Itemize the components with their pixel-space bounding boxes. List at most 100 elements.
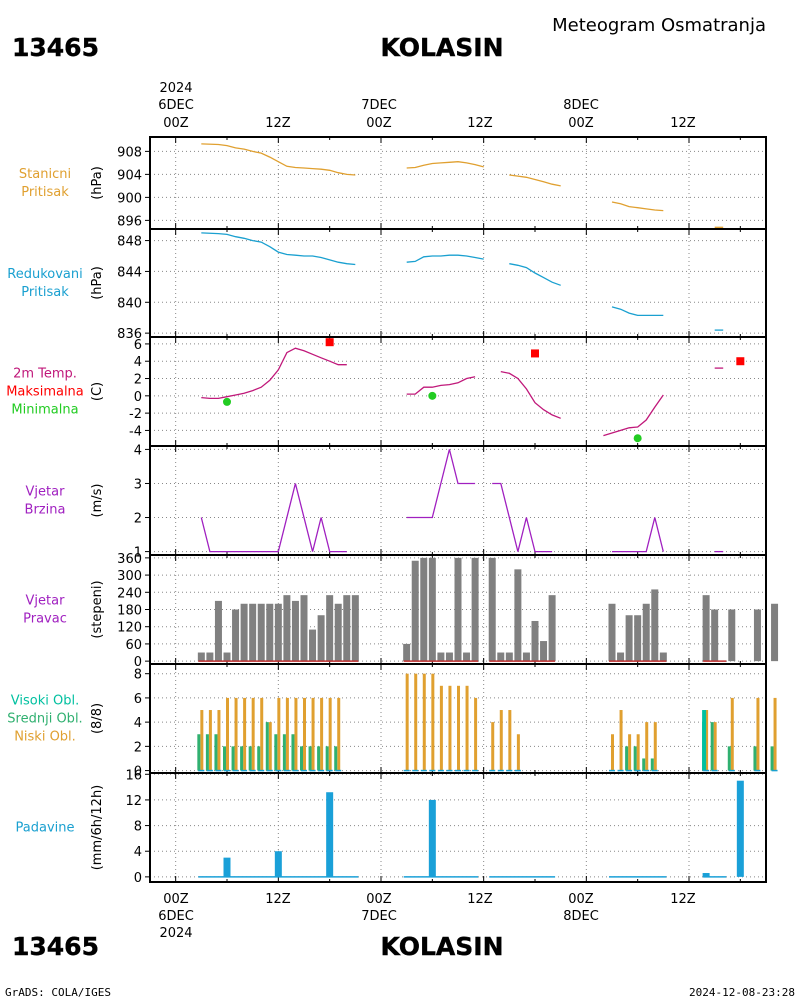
bottom-date-label-1: 6DEC: [158, 909, 194, 924]
cloud-mid-bar: [642, 758, 646, 771]
wind-dir-bar: [411, 560, 419, 662]
cloud-low-bar: [619, 710, 623, 771]
panel-frame: [149, 136, 767, 230]
panel-label: Pravac: [23, 612, 67, 627]
wind-dir-bar: [454, 557, 462, 662]
cloud-low-bar: [337, 697, 341, 771]
y-tick-label: 844: [117, 265, 142, 280]
y-tick-label: 908: [117, 145, 142, 160]
panel-station-pressure: 908 904 900 896 (hPa) Stanicni Pritisak: [19, 136, 767, 230]
series-line: [611, 306, 664, 317]
cloud-mid-bar: [274, 734, 278, 771]
precip-bar: [428, 799, 436, 877]
precip-bar: [274, 851, 282, 877]
wind-dir-bar: [531, 620, 539, 662]
panel-wind-direction: 360 300 240 180 120 60 0 (stepeni) Vjetar Pravac: [23, 552, 779, 670]
wind-dir-bar: [522, 652, 530, 662]
y-tick-label: 0: [134, 390, 142, 405]
series-line: [201, 143, 356, 176]
cloud-mid-bar: [197, 734, 201, 771]
y-axis-unit: (hPa): [90, 266, 105, 300]
cloud-low-bar: [491, 722, 495, 771]
panel-label: Brzina: [25, 503, 66, 518]
cloud-low-bar: [200, 710, 204, 771]
cloud-low-bar: [431, 673, 435, 771]
cloud-mid-bar: [282, 734, 286, 771]
wind-dir-bar: [317, 615, 325, 662]
y-axis-unit: (m/s): [90, 484, 105, 518]
series-line: [200, 483, 347, 553]
panel-label: Stanicni: [19, 167, 71, 182]
series-line: [201, 347, 347, 400]
bottom-hour-label-2: 12Z: [265, 892, 291, 907]
panel-label: Niski Obl.: [14, 730, 76, 745]
cloud-mid-bar: [727, 746, 731, 771]
wind-dir-bar: [206, 652, 214, 662]
top-hour-label-2: 12Z: [265, 116, 291, 131]
precip-bar: [223, 857, 231, 877]
footer-timestamp: 2024-12-08-23:28: [689, 986, 795, 999]
station-id-bottom: 13465: [12, 932, 99, 961]
wind-dir-bar: [505, 652, 513, 662]
tmin-marker: [633, 434, 642, 443]
wind-dir-bar: [291, 600, 299, 662]
y-tick-label: 3: [134, 477, 142, 492]
cloud-low-bar: [457, 685, 460, 771]
cloud-low-bar: [508, 710, 512, 771]
station-id-top: 13465: [12, 33, 99, 62]
wind-dir-bar: [634, 615, 642, 662]
y-tick-label: 4: [134, 443, 142, 458]
precip-bar: [702, 873, 710, 877]
y-axis-unit: (8/8): [90, 703, 105, 734]
cloud-mid-bar: [248, 746, 252, 771]
panel-label: Vjetar: [26, 485, 66, 500]
tmax-marker: [736, 357, 745, 366]
y-tick-label: 240: [117, 586, 142, 601]
cloud-low-bar: [422, 673, 426, 771]
cloud-low-bar: [645, 722, 649, 771]
panel-clouds: 8 6 4 2 0 (8/8) Visoki Obl. Srednji Obl. Niski O…: [7, 663, 778, 780]
cloud-mid-bar: [308, 746, 312, 771]
cloud-mid-bar: [770, 746, 774, 771]
cloud-mid-bar: [214, 734, 218, 771]
cloud-low-bar: [311, 697, 315, 771]
panel-label: Redukovani: [7, 267, 82, 282]
wind-dir-bar: [651, 589, 659, 662]
cloud-low-bar: [226, 697, 229, 771]
y-tick-label: -4: [129, 424, 142, 439]
wind-dir-bar: [214, 600, 222, 662]
panel-temperature: 6 4 2 0 -2 -4 (C) 2m Temp. Maksimalna Minimalna: [6, 336, 767, 447]
top-date-label-3: 8DEC: [563, 98, 599, 113]
wind-dir-bar: [249, 603, 257, 662]
cloud-low-bar: [730, 697, 734, 771]
panel-label: 2m Temp.: [13, 367, 77, 382]
cloud-mid-bar: [240, 746, 244, 771]
cloud-low-bar: [653, 722, 657, 771]
y-tick-label: 2: [134, 740, 142, 755]
y-axis-unit: (C): [90, 382, 105, 401]
cloud-low-bar: [208, 710, 212, 771]
wind-dir-bar: [642, 603, 650, 662]
cloud-low-bar: [328, 697, 332, 771]
wind-dir-bar: [223, 652, 231, 662]
wind-dir-bar: [488, 557, 496, 662]
top-hour-label-1: 00Z: [163, 116, 189, 131]
station-name-bottom: KOLASIN: [380, 932, 503, 961]
wind-dir-bar: [240, 603, 248, 662]
top-date-label-1: 6DEC: [158, 98, 194, 113]
wind-dir-bar: [445, 652, 453, 662]
y-tick-label: 8: [134, 820, 142, 835]
cloud-low-bar: [756, 697, 760, 771]
y-tick-label: 1: [134, 546, 142, 561]
wind-dir-bar: [659, 652, 667, 662]
tmin-marker: [223, 397, 231, 406]
wind-dir-bar: [471, 557, 479, 662]
series-line: [492, 482, 553, 553]
precip-bar: [326, 792, 334, 877]
cloud-mid-bar: [257, 746, 261, 771]
cloud-low-bar: [516, 734, 520, 771]
y-tick-label: 836: [117, 327, 142, 342]
y-tick-label: 848: [117, 235, 142, 250]
top-year-label: 2024: [159, 81, 192, 96]
